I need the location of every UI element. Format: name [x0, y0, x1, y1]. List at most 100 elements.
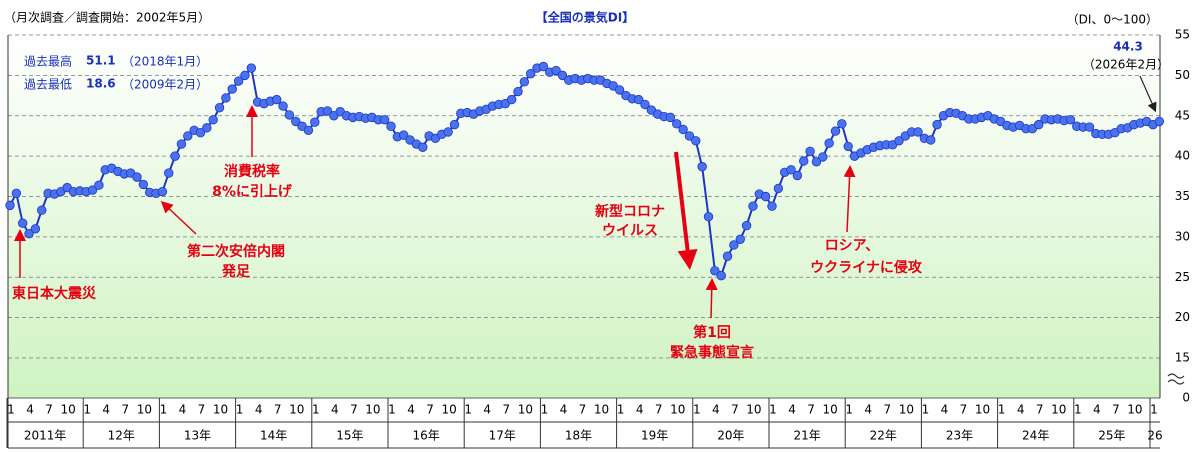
year-label: 23年: [946, 429, 973, 443]
marker: [799, 156, 809, 166]
marker: [818, 152, 828, 162]
annotation: 新型コロナ: [595, 203, 665, 220]
x-tick-label: 1: [7, 403, 15, 417]
marker: [538, 61, 549, 72]
year-label: 17年: [489, 429, 516, 443]
x-tick-label: 4: [407, 403, 415, 417]
marker: [170, 151, 180, 161]
marker: [506, 94, 517, 105]
marker: [202, 123, 212, 133]
latest-date: （2026年2月）: [1083, 58, 1169, 72]
year-label: 18年: [565, 429, 592, 443]
marker: [233, 76, 244, 86]
marker: [221, 93, 231, 103]
marker: [87, 185, 98, 195]
annotation: 緊急事態宣言: [670, 344, 754, 361]
y-tick-label: 40: [1175, 149, 1190, 163]
x-tick-label: 1: [617, 403, 625, 417]
x-tick-label: 7: [502, 403, 510, 417]
x-tick-label: 7: [807, 403, 815, 417]
marker: [18, 218, 28, 228]
arrow: [674, 151, 698, 270]
marker: [741, 220, 752, 231]
y-tick-label: 25: [1175, 270, 1190, 284]
x-tick-label: 7: [655, 403, 663, 417]
x-tick-label: 7: [274, 403, 282, 417]
marker: [399, 130, 409, 140]
unit-label: （DI、0～100）: [1067, 13, 1158, 27]
annotation: ロシア、: [825, 238, 880, 254]
marker: [786, 165, 796, 175]
y-tick-label: 30: [1175, 229, 1190, 243]
marker: [513, 86, 523, 97]
marker: [614, 85, 625, 95]
marker: [5, 200, 15, 211]
plot-background: [8, 35, 1160, 398]
annotation: 第1回: [693, 324, 731, 341]
x-tick-label: 1: [1074, 403, 1082, 417]
y-tick-label: 55: [1175, 28, 1190, 42]
y-tick-label: 15: [1175, 351, 1190, 365]
marker: [760, 191, 771, 202]
x-tick-label: 1: [922, 403, 930, 417]
x-tick-label: 7: [1112, 403, 1120, 417]
x-tick-label: 7: [1036, 403, 1044, 417]
x-tick-label: 1: [388, 403, 396, 417]
marker: [703, 211, 714, 222]
marker: [1154, 116, 1165, 127]
arrow: [843, 165, 856, 233]
marker: [557, 70, 568, 81]
marker: [843, 141, 853, 152]
x-tick-label: 4: [331, 403, 339, 417]
marker: [291, 116, 301, 127]
x-tick-label: 10: [289, 403, 304, 417]
record-low-date: （2009年2月）: [122, 78, 208, 92]
year-label: 14年: [260, 429, 287, 443]
y-tick-label: 0: [1182, 391, 1190, 405]
marker: [684, 131, 695, 141]
marker: [792, 170, 803, 181]
marker: [837, 119, 847, 129]
latest-arrow: [1139, 75, 1157, 113]
x-tick-label: 4: [636, 403, 644, 417]
marker: [183, 131, 193, 141]
marker: [913, 127, 923, 137]
record-high-value: 51.1: [86, 54, 116, 68]
marker: [94, 180, 104, 190]
marker: [551, 65, 561, 76]
x-tick-label: 10: [1051, 403, 1066, 417]
x-tick-label: 1: [693, 403, 701, 417]
x-tick-label: 1: [998, 403, 1006, 417]
x-tick-label: 10: [670, 403, 685, 417]
record-low-value: 18.6: [86, 77, 116, 91]
annotation: 消費税率: [224, 163, 280, 180]
marker: [246, 63, 257, 73]
x-tick-label: 4: [560, 403, 568, 417]
marker: [138, 179, 149, 190]
x-tick-label: 1: [236, 403, 244, 417]
year-label: 2011年: [24, 429, 67, 443]
y-tick-label: 20: [1175, 310, 1190, 324]
year-label: 19年: [641, 429, 668, 443]
series: [5, 61, 1165, 281]
year-label: 25年: [1098, 429, 1125, 443]
x-tick-label: 10: [61, 403, 76, 417]
x-tick-label: 7: [198, 403, 206, 417]
marker: [11, 188, 22, 198]
subtitle: （月次調査／調査開始：2002年5月）: [4, 11, 210, 25]
x-tick-label: 7: [45, 403, 53, 417]
year-label: 20年: [717, 429, 744, 443]
marker: [735, 234, 745, 244]
x-tick-label: 10: [213, 403, 228, 417]
marker: [640, 99, 650, 110]
x-tick-label: 10: [442, 403, 457, 417]
x-tick-label: 1: [464, 403, 472, 417]
x-tick-label: 10: [518, 403, 533, 417]
marker: [773, 183, 784, 194]
marker: [926, 135, 936, 145]
y-tick-label: 50: [1175, 68, 1190, 82]
marker: [195, 128, 206, 138]
marker: [214, 102, 225, 113]
marker: [678, 124, 688, 135]
